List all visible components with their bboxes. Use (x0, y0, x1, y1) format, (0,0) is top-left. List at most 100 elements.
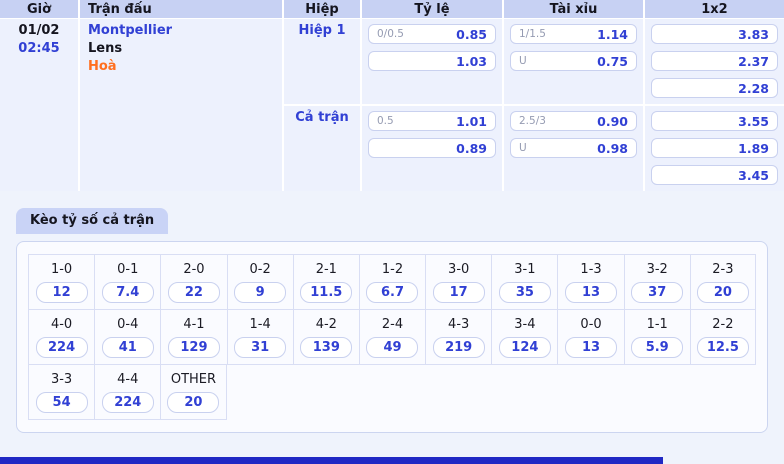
score-odds-button[interactable]: 20 (167, 392, 220, 413)
over-under-full-match: 2.5/3 0.90 U 0.98 (504, 106, 643, 191)
score-odds-button[interactable]: 13 (565, 282, 618, 303)
over-under-odds-box[interactable]: U 0.98 (510, 138, 637, 158)
handicap-odds: 0.89 (456, 140, 487, 156)
header-period: Hiệp (284, 0, 360, 18)
score-cell: 4-4 224 (94, 365, 161, 420)
score-odds-button[interactable]: 5.9 (631, 337, 684, 358)
header-1x2: 1x2 (645, 0, 784, 18)
over-under-line: 2.5/3 (519, 115, 546, 127)
scrollbar-thumb[interactable] (0, 457, 663, 464)
header-match: Trận đấu (80, 0, 282, 18)
score-odds-button[interactable]: 7.4 (101, 282, 154, 303)
score-odds-button[interactable]: 35 (498, 282, 551, 303)
score-odds-button[interactable]: 139 (300, 337, 353, 358)
score-cell: 3-4 124 (491, 309, 558, 365)
handicap-odds-box[interactable]: 1.03 (368, 51, 496, 71)
score-odds-button[interactable]: 6.7 (366, 282, 419, 303)
header-over-under: Tài xỉu (504, 0, 643, 18)
full-match-label: Cả trận (295, 110, 349, 125)
match-row: 01/02 02:45 Montpellier Lens Hoà Hiệp 1 … (0, 19, 784, 191)
over-under-period-1: 1/1.5 1.14 U 0.75 (504, 19, 643, 104)
score-cell: 3-0 17 (425, 254, 492, 309)
score-label: 0-0 (580, 317, 602, 332)
score-cell: 1-1 5.9 (623, 309, 690, 365)
score-odds-button[interactable]: 12.5 (696, 337, 749, 358)
score-odds-button[interactable]: 124 (498, 337, 551, 358)
score-cell: 2-0 22 (160, 254, 227, 309)
1x2-odds: 2.37 (738, 53, 769, 69)
over-under-odds: 0.98 (597, 140, 628, 156)
1x2-column: 3.83 2.37 2.28 3.55 1.89 3.45 (645, 19, 784, 191)
score-cell: 2-4 49 (358, 309, 426, 365)
1x2-odds: 1.89 (738, 140, 769, 156)
score-label: 3-1 (514, 262, 536, 277)
header-handicap: Tỷ lệ (362, 0, 502, 18)
over-under-line: U (519, 142, 527, 154)
score-cell: 3-3 54 (28, 365, 95, 420)
score-cell: OTHER 20 (160, 365, 227, 420)
handicap-odds: 0.85 (456, 26, 487, 42)
score-odds-button[interactable]: 224 (35, 337, 88, 358)
draw-label: Hoà (88, 59, 117, 74)
score-label: 4-3 (448, 317, 470, 332)
over-under-odds-box[interactable]: 2.5/3 0.90 (510, 111, 637, 131)
score-odds-button[interactable]: 31 (234, 337, 287, 358)
score-label: 2-4 (381, 317, 404, 332)
score-label: 1-2 (381, 262, 404, 277)
1x2-odds-box[interactable]: 2.28 (651, 78, 778, 98)
over-under-line: 1/1.5 (519, 28, 546, 40)
score-odds-button[interactable]: 224 (101, 392, 154, 413)
score-odds-button[interactable]: 219 (432, 337, 485, 358)
score-label: OTHER (170, 372, 217, 387)
score-label: 4-2 (315, 317, 337, 332)
1x2-odds-box[interactable]: 3.83 (651, 24, 778, 44)
1x2-odds: 2.28 (738, 80, 769, 96)
correct-score-panel: 1-0 12 0-1 7.4 2-0 22 0-2 9 2-1 11.5 (16, 241, 768, 433)
score-cell: 4-3 219 (425, 309, 492, 365)
score-odds-button[interactable]: 54 (35, 392, 88, 413)
score-label: 2-0 (183, 262, 205, 277)
score-odds-button[interactable]: 41 (101, 337, 154, 358)
1x2-period-1: 3.83 2.37 2.28 (645, 19, 784, 104)
horizontal-scrollbar[interactable] (0, 457, 784, 464)
odds-table-header: Giờ Trận đấu Hiệp Tỷ lệ Tài xỉu 1x2 (0, 0, 784, 18)
over-under-column: 1/1.5 1.14 U 0.75 2.5/3 0.90 U 0.98 (504, 19, 643, 191)
score-odds-button[interactable]: 37 (631, 282, 684, 303)
period-1-label: Hiệp 1 (298, 23, 346, 38)
score-odds-button[interactable]: 12 (35, 282, 88, 303)
header-time: Giờ (0, 0, 78, 18)
score-odds-button[interactable]: 20 (696, 282, 749, 303)
handicap-odds-box[interactable]: 0/0.5 0.85 (368, 24, 496, 44)
1x2-odds-box[interactable]: 1.89 (651, 138, 778, 158)
match-time: 02:45 (18, 41, 60, 56)
handicap-odds-box[interactable]: 0.5 1.01 (368, 111, 496, 131)
odds-table: Giờ Trận đấu Hiệp Tỷ lệ Tài xỉu 1x2 01/0… (0, 0, 784, 191)
score-label: 3-0 (448, 262, 470, 277)
1x2-odds: 3.45 (738, 167, 769, 183)
1x2-odds-box[interactable]: 3.55 (651, 111, 778, 131)
score-label: 1-4 (249, 317, 271, 332)
score-cell: 0-2 9 (226, 254, 293, 309)
1x2-odds-box[interactable]: 3.45 (651, 165, 778, 185)
1x2-odds: 3.55 (738, 113, 769, 129)
score-cell: 1-4 31 (226, 309, 293, 365)
score-odds-button[interactable]: 11.5 (300, 282, 353, 303)
score-cell: 0-4 41 (94, 309, 161, 365)
handicap-line: 0/0.5 (377, 28, 404, 40)
score-odds-button[interactable]: 49 (366, 337, 419, 358)
1x2-odds-box[interactable]: 2.37 (651, 51, 778, 71)
score-odds-button[interactable]: 13 (565, 337, 618, 358)
home-team[interactable]: Montpellier (88, 23, 173, 38)
score-label: 1-0 (50, 262, 73, 277)
tab-correct-score[interactable]: Kèo tỷ số cả trận (16, 208, 169, 234)
handicap-odds-box[interactable]: 0.89 (368, 138, 496, 158)
over-under-odds-box[interactable]: U 0.75 (510, 51, 637, 71)
score-label: 2-3 (712, 262, 734, 277)
score-cell: 2-1 11.5 (292, 254, 359, 309)
score-odds-button[interactable]: 9 (234, 282, 287, 303)
score-cell: 0-0 13 (557, 309, 624, 365)
score-odds-button[interactable]: 129 (167, 337, 220, 358)
score-odds-button[interactable]: 17 (432, 282, 485, 303)
over-under-odds-box[interactable]: 1/1.5 1.14 (510, 24, 637, 44)
score-odds-button[interactable]: 22 (167, 282, 220, 303)
